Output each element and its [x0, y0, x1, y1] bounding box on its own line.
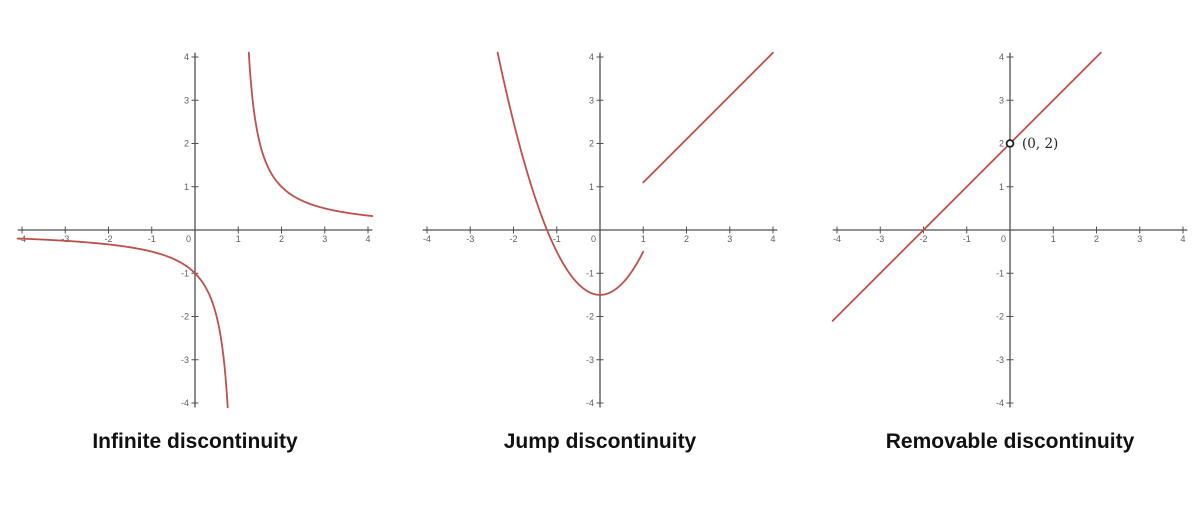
- y-tick-label: -4: [996, 398, 1004, 408]
- x-tick-label: 0: [186, 234, 191, 244]
- function-curve: [496, 51, 645, 296]
- y-tick-label: -1: [586, 268, 594, 278]
- y-tick-label: 3: [589, 95, 594, 105]
- y-tick-label: 2: [999, 139, 1004, 149]
- x-tick-label: 4: [365, 234, 370, 244]
- chart-canvas-jump: -4 -3 -2 -1 0 1 2 3 4 -4 -3 -2 -1 1 2 3 4: [422, 51, 778, 408]
- hole-point-label: (0, 2): [1022, 136, 1058, 152]
- graph-jump-discontinuity: -4 -3 -2 -1 0 1 2 3 4 -4 -3 -2 -1 1 2 3 4 Jump discontin…: [420, 47, 780, 454]
- x-tick-label: 0: [1001, 234, 1006, 244]
- y-tick-label: 4: [589, 52, 594, 62]
- x-tick-label: 3: [1137, 234, 1142, 244]
- x-tick-label: -1: [963, 234, 971, 244]
- x-tick-label: -1: [553, 234, 561, 244]
- y-tick-label: -3: [181, 355, 189, 365]
- chart-canvas-removable: -4 -3 -2 -1 0 1 2 3 4 -4 -3 -2 -1 1 2 3 4 (0, 2): [831, 51, 1188, 408]
- y-tick-label: -2: [586, 312, 594, 322]
- function-curve: [831, 51, 1102, 322]
- x-tick-label: 1: [641, 234, 646, 244]
- x-tick-label: 0: [591, 234, 596, 244]
- y-tick-label: 1: [999, 182, 1004, 192]
- y-tick-label: 1: [184, 182, 189, 192]
- y-tick-label: 4: [184, 52, 189, 62]
- x-tick-label: 4: [770, 234, 775, 244]
- function-curve: [247, 51, 374, 217]
- x-tick-label: -3: [466, 234, 474, 244]
- x-tick-label: -2: [509, 234, 517, 244]
- x-tick-label: -3: [61, 234, 69, 244]
- x-tick-label: -2: [104, 234, 112, 244]
- x-tick-label: 2: [279, 234, 284, 244]
- x-tick-label: 2: [684, 234, 689, 244]
- function-curve: [16, 237, 229, 409]
- y-tick-label: -4: [586, 398, 594, 408]
- x-tick-label: -2: [919, 234, 927, 244]
- y-tick-label: -4: [181, 398, 189, 408]
- graph-infinite-discontinuity: -4 -3 -2 -1 0 1 2 3 4 -4 -3 -2 -1 1 2 3 4 Infinite disco…: [15, 47, 375, 454]
- y-tick-label: 3: [999, 95, 1004, 105]
- x-tick-label: -1: [148, 234, 156, 244]
- y-tick-label: -2: [996, 312, 1004, 322]
- y-tick-label: 2: [589, 139, 594, 149]
- chart-title-jump: Jump discontinuity: [503, 430, 697, 453]
- y-tick-label: 3: [184, 95, 189, 105]
- chart-title-removable: Removable discontinuity: [885, 430, 1135, 453]
- x-tick-label: 2: [1094, 234, 1099, 244]
- x-tick-label: -4: [833, 234, 841, 244]
- chart-title-infinite: Infinite discontinuity: [92, 430, 298, 453]
- y-tick-label: -1: [181, 268, 189, 278]
- hole-marker: [1005, 139, 1015, 148]
- x-tick-label: -4: [423, 234, 431, 244]
- x-tick-label: 1: [1051, 234, 1056, 244]
- x-tick-label: 4: [1180, 234, 1185, 244]
- function-curve: [642, 51, 774, 184]
- y-tick-label: 1: [589, 182, 594, 192]
- x-tick-label: 3: [322, 234, 327, 244]
- x-tick-label: 3: [727, 234, 732, 244]
- x-tick-label: 1: [236, 234, 241, 244]
- y-tick-label: -2: [181, 312, 189, 322]
- y-tick-label: 2: [184, 139, 189, 149]
- graph-removable-discontinuity: -4 -3 -2 -1 0 1 2 3 4 -4 -3 -2 -1 1 2 3 4 (0, 2) Removabl…: [830, 47, 1190, 454]
- x-tick-label: -3: [876, 234, 884, 244]
- y-tick-label: -3: [586, 355, 594, 365]
- y-tick-label: 4: [999, 52, 1004, 62]
- y-tick-label: -1: [996, 268, 1004, 278]
- y-tick-label: -3: [996, 355, 1004, 365]
